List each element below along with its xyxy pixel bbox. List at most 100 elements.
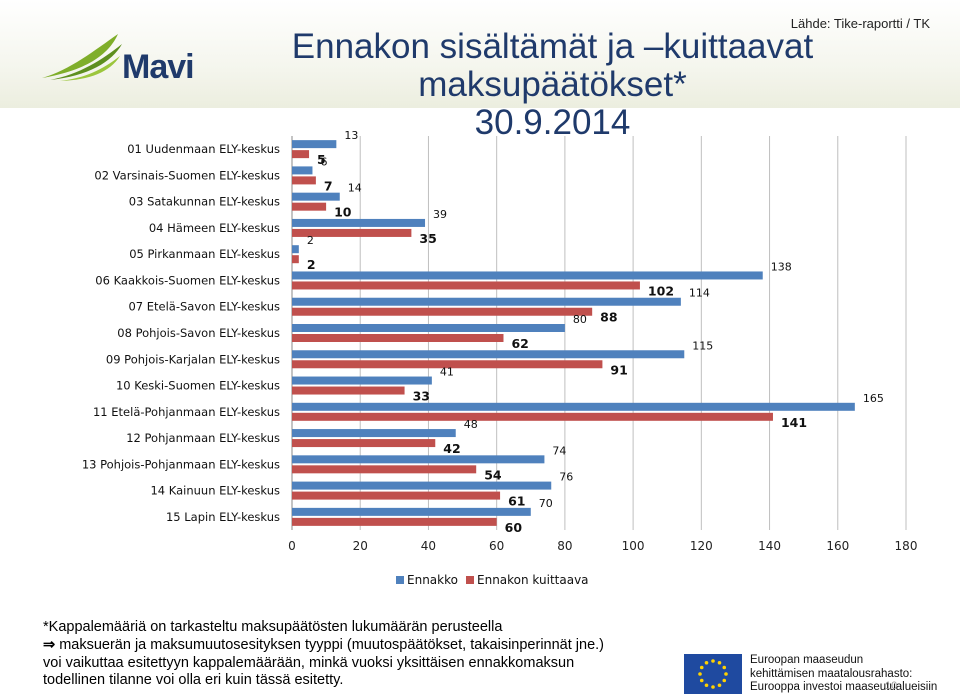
bar-ennakon-kuittaava: [292, 334, 504, 342]
bar-ennakko: [292, 324, 565, 332]
title-line-1: Ennakon sisältämät ja –kuittaavat maksup…: [291, 27, 814, 104]
category-label: 04 Hämeen ELY-keskus: [149, 221, 280, 235]
eu-star: [698, 672, 702, 676]
bar-ennakko: [292, 245, 299, 254]
bar-ennakko: [292, 350, 685, 359]
note-line-2: ⇒ maksuerän ja maksumuutosesityksen tyyp…: [43, 636, 605, 653]
note-line-3: voi vaikuttaa esitettyyn kappalemäärään,…: [43, 654, 575, 671]
category-label: 08 Pohjois-Savon ELY-keskus: [117, 326, 280, 340]
chart-bars: 13 56 7 14 10 39 35 2 2 138 102 114 88 80 62 115 91 41 33 1…: [292, 129, 884, 535]
data-label-ennakon-kuittaava: 61: [508, 494, 525, 509]
source-label: Lähde: Tike-raportti / TK: [790, 16, 930, 31]
eu-star: [722, 678, 727, 683]
header-band: [0, 0, 960, 108]
bar-ennakon-kuittaava: [292, 228, 412, 237]
bar-ennakon-kuittaava: [292, 386, 405, 395]
bar-ennakon-kuittaava: [292, 307, 593, 316]
data-label-ennakko: 2: [307, 234, 314, 247]
logo-text: Mavi: [122, 48, 195, 86]
data-label-ennakon-kuittaava: 88: [600, 310, 617, 325]
data-label-ennakko: 76: [559, 471, 573, 484]
eu-star: [699, 665, 704, 670]
bar-ennakon-kuittaava: [292, 281, 640, 290]
bar-ennakon-kuittaava: [292, 412, 773, 421]
data-label-ennakon-kuittaava: 2: [307, 257, 316, 272]
eu-star: [717, 683, 722, 688]
eu-star: [711, 685, 715, 689]
data-label-ennakko: 13: [344, 129, 358, 142]
bar-ennakko: [292, 402, 855, 411]
x-tick-label: 180: [895, 539, 918, 553]
data-label-ennakon-kuittaava: 10: [334, 205, 352, 220]
eu-star: [717, 660, 722, 665]
category-label: 05 Pirkanmaan ELY-keskus: [129, 247, 280, 261]
footnote: *Kappalemääriä on tarkasteltu maksupäätö…: [43, 619, 693, 690]
chart-legend: Ennakko Ennakon kuittaava: [396, 573, 589, 587]
data-label-ennakko: 70: [539, 497, 553, 510]
mavi-leaf-logo-icon: [42, 34, 122, 81]
data-label-ennakon-kuittaava: 5: [317, 152, 326, 167]
data-label-ennakon-kuittaava: 33: [413, 389, 430, 404]
x-tick-label: 60: [489, 539, 504, 553]
category-label: 13 Pohjois-Pohjanmaan ELY-keskus: [82, 457, 280, 471]
data-label-ennakon-kuittaava: 54: [484, 467, 502, 482]
data-label-ennakko: 14: [348, 182, 362, 195]
category-label: 12 Pohjanmaan ELY-keskus: [126, 431, 280, 445]
chart-gridlines: [291, 136, 907, 530]
note-line-1: *Kappalemääriä on tarkasteltu maksupäätö…: [43, 619, 503, 635]
eu-funding-text: Euroopan maaseudun kehittämisen maatalou…: [750, 654, 938, 693]
category-label: 14 Kainuun ELY-keskus: [150, 484, 280, 498]
legend-label: Ennakko: [407, 573, 458, 587]
bar-ennakko: [292, 376, 432, 385]
category-label: 07 Etelä-Savon ELY-keskus: [128, 300, 280, 314]
x-tick-label: 80: [557, 539, 572, 553]
bar-ennakko: [292, 140, 337, 149]
x-tick-label: 100: [622, 539, 645, 553]
bar-ennakon-kuittaava: [292, 255, 299, 264]
eu-flag-icon: [684, 654, 742, 694]
data-label-ennakko: 80: [573, 313, 587, 326]
category-label: 01 Uudenmaan ELY-keskus: [127, 142, 280, 156]
category-label: 15 Lapin ELY-keskus: [166, 510, 280, 524]
bar-ennakon-kuittaava: [292, 176, 316, 185]
category-label: 03 Satakunnan ELY-keskus: [129, 195, 280, 209]
eu-star: [704, 683, 709, 688]
eu-star: [722, 665, 727, 670]
bar-ennakon-kuittaava: [292, 439, 436, 448]
data-label-ennakko: 165: [863, 392, 884, 405]
category-labels: 01 Uudenmaan ELY-keskus 02 Varsinais-Suom…: [82, 142, 280, 524]
data-label-ennakon-kuittaava: 91: [610, 362, 627, 377]
data-label-ennakko: 41: [440, 366, 454, 379]
data-label-ennakko: 114: [689, 287, 710, 300]
x-tick-label: 160: [826, 539, 849, 553]
data-label-ennakon-kuittaava: 62: [511, 336, 528, 351]
bar-ennakon-kuittaava: [292, 491, 501, 500]
x-tick-label: 140: [758, 539, 781, 553]
data-label-ennakko: 138: [771, 260, 792, 273]
bar-ennakko: [292, 218, 426, 227]
legend-swatch: [396, 576, 404, 584]
eu-star: [724, 672, 728, 676]
data-label-ennakon-kuittaava: 35: [419, 231, 436, 246]
bar-ennakon-kuittaava: [292, 465, 477, 474]
x-tick-label: 40: [421, 539, 436, 553]
bar-ennakon-kuittaava: [292, 150, 310, 159]
data-label-ennakon-kuittaava: 7: [324, 178, 333, 193]
page-number: 10: [885, 680, 898, 692]
data-label-ennakon-kuittaava: 60: [505, 520, 523, 535]
legend-label: Ennakon kuittaava: [477, 573, 589, 587]
bar-ennakon-kuittaava: [292, 360, 603, 369]
title-line-2: 30.9.2014: [474, 103, 631, 142]
bar-ennakon-kuittaava: [292, 517, 497, 526]
data-label-ennakon-kuittaava: 102: [648, 283, 674, 298]
bar-ennakko: [292, 481, 552, 490]
x-axis-ticks: 0 20 40 60 80 100 120 140 160 180: [288, 539, 917, 553]
eu-star: [699, 678, 704, 683]
bar-ennakko: [292, 507, 531, 516]
bar-chart: 01 Uudenmaan ELY-keskus 02 Varsinais-Suom…: [82, 129, 918, 587]
x-tick-label: 120: [690, 539, 713, 553]
legend-swatch: [466, 576, 474, 584]
category-label: 06 Kaakkois-Suomen ELY-keskus: [95, 273, 280, 287]
bar-ennakko: [292, 192, 340, 201]
data-label-ennakon-kuittaava: 42: [443, 441, 460, 456]
